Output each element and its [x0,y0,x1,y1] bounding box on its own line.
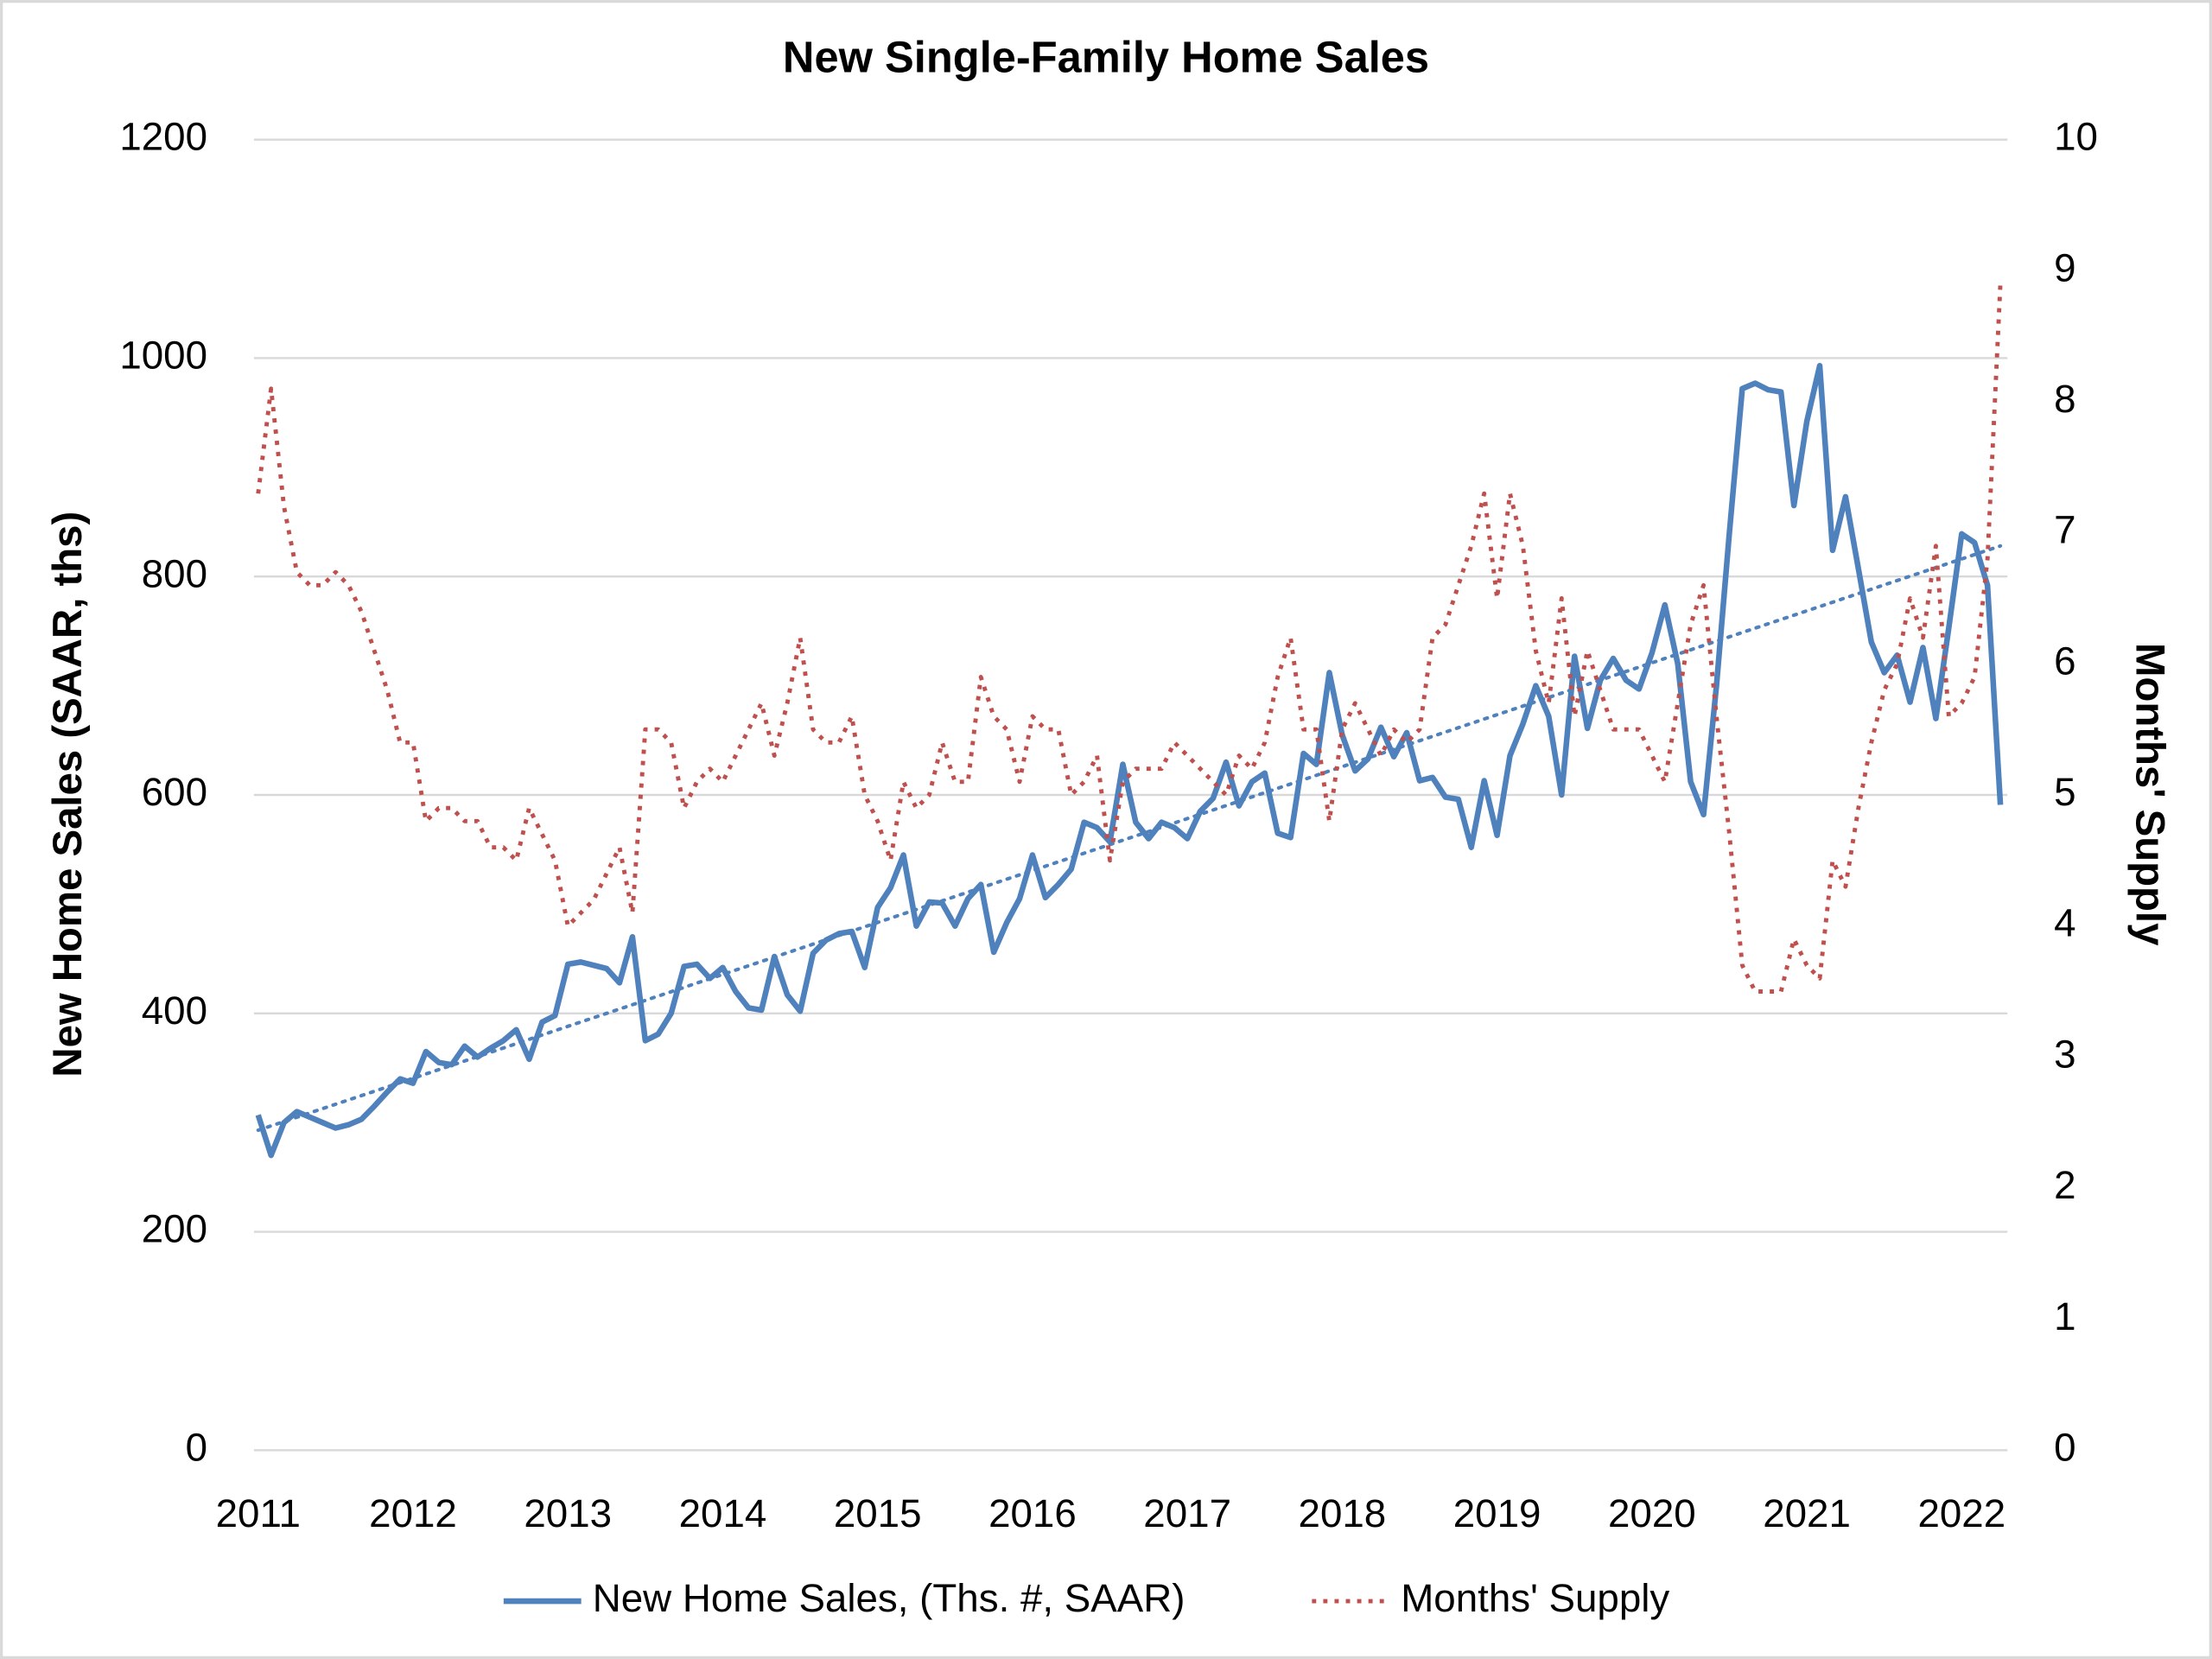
x-tick-label: 2014 [679,1491,767,1535]
x-tick-label: 2012 [369,1491,457,1535]
y2-axis-title: Months' Supply [2126,643,2172,946]
y2-tick-label: 5 [2054,770,2075,814]
x-tick-label: 2020 [1608,1491,1696,1535]
x-tick-label: 2019 [1453,1491,1541,1535]
chart-title: New Single-Family Home Sales [783,33,1429,82]
y-tick-label: 800 [142,551,207,595]
y-tick-label: 0 [186,1425,207,1469]
y-axis-title: New Home Sales (SAAR, ths) [45,512,91,1077]
legend-label: New Home Sales, (Ths. #, SAAR) [593,1576,1185,1620]
y-tick-label: 200 [142,1207,207,1251]
y-tick-label: 400 [142,988,207,1033]
y-tick-label: 1000 [119,333,207,377]
y2-tick-label: 6 [2054,639,2075,683]
x-tick-label: 2011 [216,1491,301,1535]
x-tick-label: 2022 [1917,1491,2005,1535]
y-tick-label: 1200 [119,115,207,159]
series-line [256,283,2003,994]
y2-tick-label: 1 [2054,1294,2075,1338]
x-tick-label: 2021 [1763,1491,1851,1535]
y2-tick-label: 0 [2054,1425,2075,1469]
y2-tick-label: 2 [2054,1163,2075,1207]
y2-tick-label: 10 [2054,115,2098,159]
y2-tick-label: 8 [2054,377,2075,421]
x-tick-label: 2013 [524,1491,612,1535]
trendline [256,543,2003,1133]
y2-tick-label: 4 [2054,901,2075,945]
y-tick-label: 600 [142,770,207,814]
x-tick-label: 2015 [834,1491,922,1535]
x-tick-label: 2017 [1143,1491,1231,1535]
series-line [255,363,2004,1159]
legend-label: Months' Supply [1401,1576,1669,1620]
x-tick-label: 2016 [988,1491,1077,1535]
y2-tick-label: 9 [2054,245,2075,289]
x-tick-label: 2018 [1299,1491,1387,1535]
y2-tick-label: 7 [2054,508,2075,552]
y2-tick-label: 3 [2054,1032,2075,1076]
